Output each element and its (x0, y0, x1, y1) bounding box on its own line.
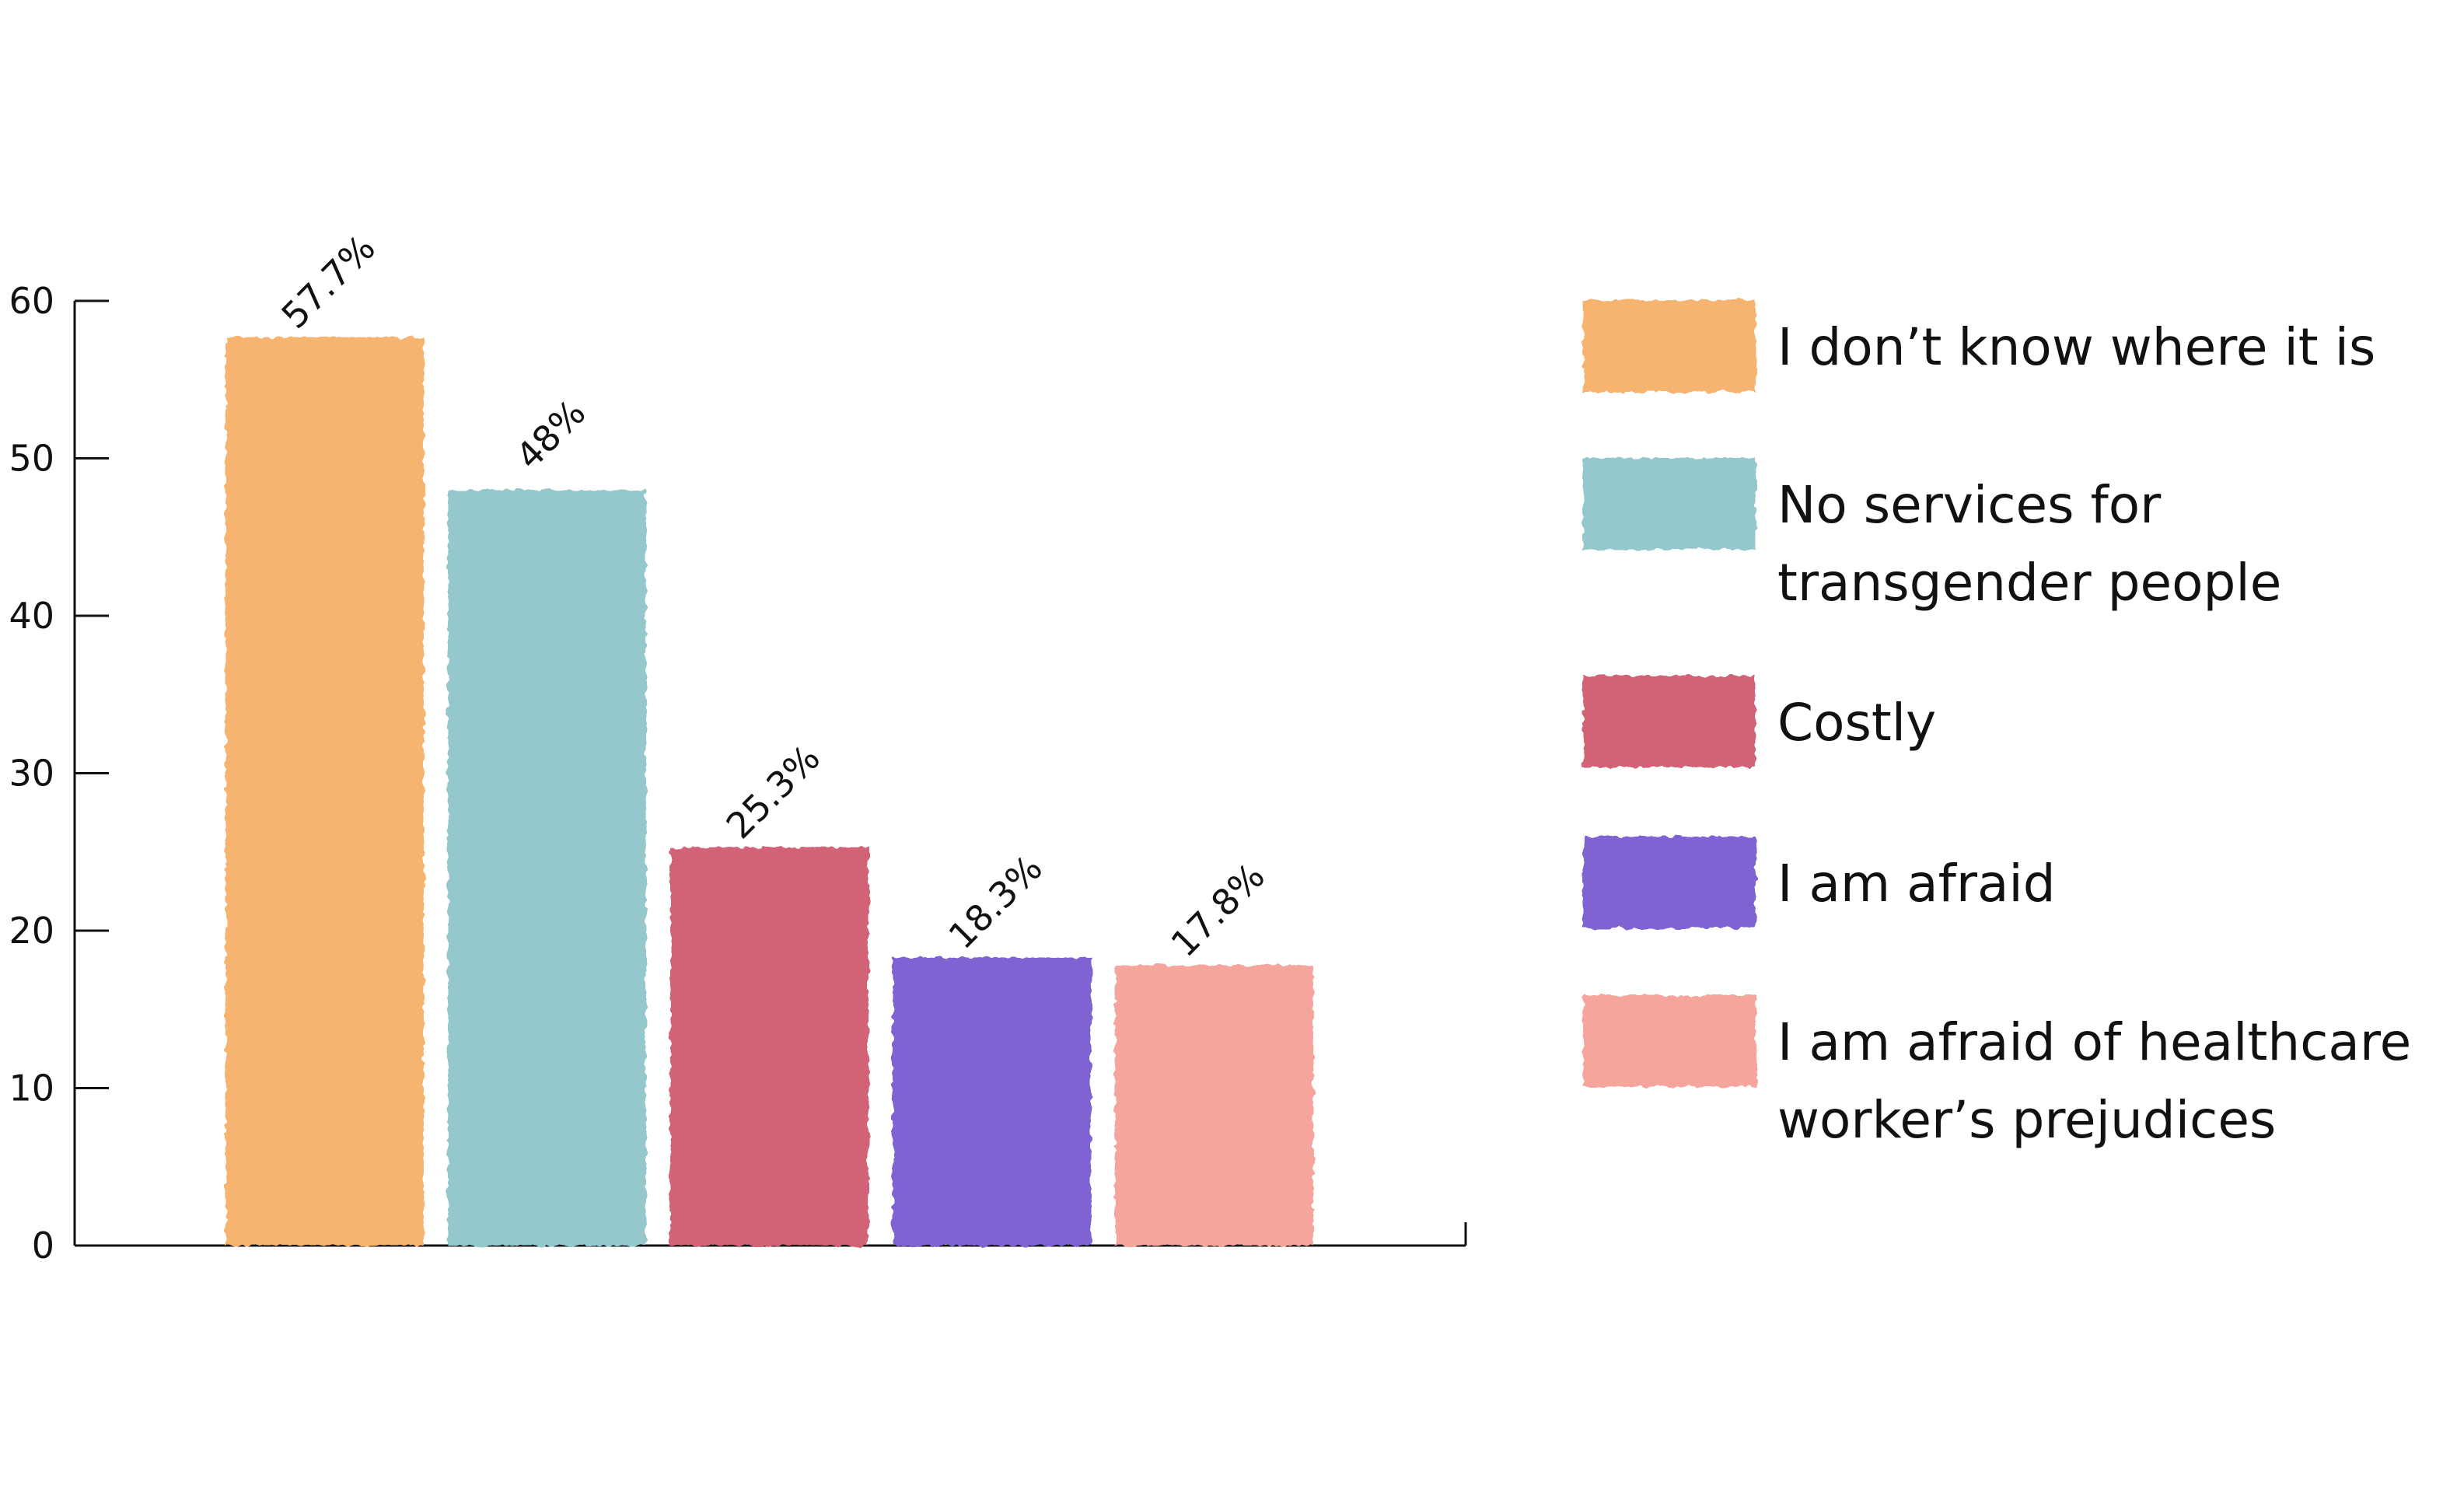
axes: 0 10 20 30 40 50 60 (9, 280, 1467, 1267)
y-tick-label: 20 (9, 910, 54, 952)
y-tick-label: 60 (9, 280, 54, 322)
legend-label: No services for (1777, 475, 2162, 535)
legend-swatch (1583, 458, 1756, 550)
legend-swatch (1583, 837, 1756, 928)
legend: I don’t know where it is No services for t… (1583, 300, 2411, 1150)
legend-item: I am afraid (1583, 837, 2056, 928)
y-tick-label: 50 (9, 438, 54, 480)
y-tick-label: 40 (9, 595, 54, 637)
bar (670, 847, 869, 1246)
bar (448, 490, 646, 1246)
bar-value-label: 17.8% (1162, 854, 1273, 965)
bar-value-label: 48% (508, 391, 593, 477)
bar-value-label: 25.3% (718, 737, 828, 847)
bar-value-label: 18.3% (940, 847, 1050, 957)
legend-item: I don’t know where it is (1583, 300, 2375, 392)
legend-swatch (1583, 676, 1756, 767)
bars (225, 337, 1313, 1246)
bar (893, 957, 1091, 1246)
legend-label: worker’s prejudices (1777, 1090, 2276, 1150)
legend-label: I don’t know where it is (1777, 317, 2375, 377)
legend-item: No services for transgender people (1583, 458, 2281, 613)
bar (1115, 965, 1313, 1246)
legend-label: Costly (1777, 693, 1936, 753)
legend-swatch (1583, 300, 1756, 392)
legend-label: I am afraid of healthcare (1777, 1012, 2411, 1072)
y-tick-label: 30 (9, 753, 54, 795)
legend-label: I am afraid (1777, 854, 2056, 914)
y-tick-label: 10 (9, 1067, 54, 1109)
legend-swatch (1583, 995, 1756, 1087)
legend-item: I am afraid of healthcare worker’s prejud… (1583, 995, 2411, 1150)
bar-value-label: 57.7% (273, 227, 383, 337)
bar (225, 337, 424, 1246)
legend-item: Costly (1583, 676, 1936, 767)
legend-label: transgender people (1777, 553, 2281, 613)
y-tick-label: 0 (32, 1225, 54, 1267)
